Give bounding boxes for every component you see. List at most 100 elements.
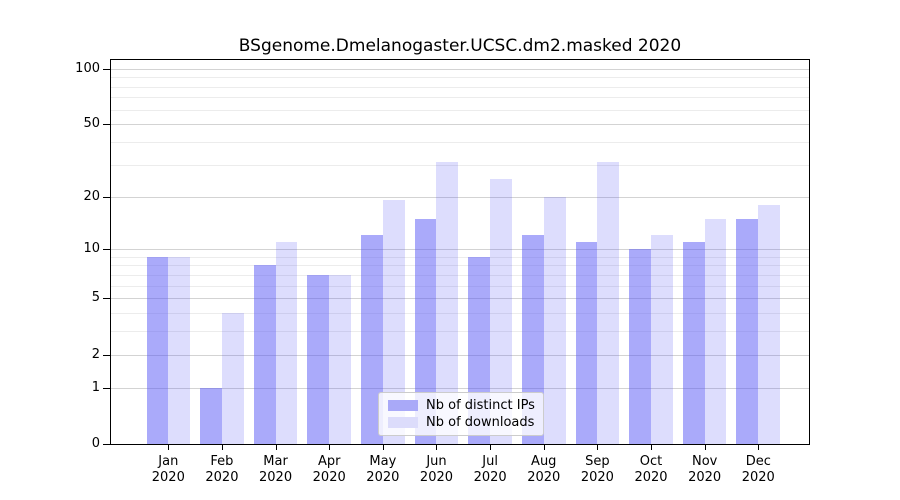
gridline-minor-40 <box>111 142 809 144</box>
y-tick-label-5: 5 <box>91 290 100 306</box>
x-tick-nov <box>704 445 706 450</box>
x-label-month: Jan <box>158 454 179 469</box>
x-tick-label-mar: Mar 2020 <box>244 454 308 486</box>
x-tick-label-jun: Jun 2020 <box>404 454 468 486</box>
bar-ips-apr <box>307 274 330 444</box>
x-label-month: Jul <box>482 454 498 469</box>
gridline-minor-60 <box>111 109 809 111</box>
x-label-month: Apr <box>317 454 341 469</box>
x-label-month: Feb <box>210 454 234 469</box>
bar-downloads-feb <box>221 313 244 444</box>
y-tick-label-10: 10 <box>83 241 100 257</box>
y-tick-label-100: 100 <box>75 60 100 76</box>
gridline-minor-30 <box>111 164 809 166</box>
bar-ips-feb <box>200 387 222 444</box>
x-tick-label-jan: Jan 2020 <box>136 454 200 486</box>
y-tick-label-0: 0 <box>91 436 100 451</box>
gridline-minor-6 <box>111 285 809 287</box>
y-tick-2 <box>103 354 110 356</box>
x-label-year: 2020 <box>473 470 507 485</box>
y-tick-100 <box>103 68 110 70</box>
x-tick-jan <box>168 445 170 450</box>
gridline-major-1 <box>111 387 809 389</box>
x-tick-label-oct: Oct 2020 <box>619 454 683 486</box>
y-tick-5 <box>103 298 110 300</box>
y-tick-0 <box>103 444 110 445</box>
bar-ips-dec <box>736 218 759 444</box>
legend-swatch-distinct-ips <box>388 400 418 411</box>
bar-ips-mar <box>253 265 276 444</box>
bar-downloads-nov <box>704 218 727 444</box>
gridline-minor-4 <box>111 313 809 315</box>
x-label-year: 2020 <box>527 470 561 485</box>
legend-swatch-downloads <box>388 417 418 428</box>
x-tick-label-sep: Sep 2020 <box>565 454 629 486</box>
legend-label-downloads: Nb of downloads <box>426 414 535 430</box>
y-tick-20 <box>103 196 110 198</box>
gridline-major-20 <box>111 196 809 198</box>
y-tick-10 <box>103 249 110 251</box>
x-tick-label-feb: Feb 2020 <box>190 454 254 486</box>
y-tick-label-1: 1 <box>91 379 100 395</box>
x-tick-sep <box>597 445 599 450</box>
bar-downloads-may <box>382 200 405 444</box>
x-label-year: 2020 <box>580 470 614 485</box>
x-label-year: 2020 <box>151 470 185 485</box>
bar-ips-may <box>361 235 383 444</box>
x-label-year: 2020 <box>419 470 454 485</box>
x-label-month: Mar <box>263 454 288 469</box>
y-tick-1 <box>103 387 110 389</box>
bar-downloads-dec <box>758 204 781 444</box>
bar-downloads-apr <box>329 274 351 444</box>
plot-area <box>110 59 810 445</box>
gridline-major-5 <box>111 298 809 300</box>
bar-downloads-oct <box>651 235 673 444</box>
gridline-major-50 <box>111 124 809 126</box>
y-tick-label-20: 20 <box>83 188 100 204</box>
x-label-month: Jun <box>426 454 447 469</box>
bar-ips-jun <box>414 218 437 444</box>
x-tick-feb <box>221 445 223 450</box>
bar-ips-oct <box>629 249 652 444</box>
y-tick-50 <box>103 124 110 126</box>
gridline-major-100 <box>111 68 809 70</box>
gridline-major-10 <box>111 249 809 251</box>
x-label-month: Nov <box>691 454 718 469</box>
x-label-year: 2020 <box>741 470 775 485</box>
y-tick-label-50: 50 <box>83 116 100 132</box>
x-tick-jun <box>436 445 438 450</box>
gridline-minor-90 <box>111 77 809 79</box>
bar-downloads-jun <box>436 162 459 444</box>
x-tick-mar <box>275 445 277 450</box>
y-tick-label-2: 2 <box>91 346 100 362</box>
bar-ips-aug <box>521 235 544 444</box>
bar-ips-sep <box>575 242 598 444</box>
bar-downloads-mar <box>275 242 298 444</box>
x-label-year: 2020 <box>312 470 346 485</box>
bar-ips-jan <box>146 256 169 444</box>
gridline-minor-9 <box>111 256 809 258</box>
x-label-year: 2020 <box>634 470 668 485</box>
x-tick-label-apr: Apr 2020 <box>297 454 361 486</box>
x-tick-may <box>382 445 384 450</box>
bar-downloads-jan <box>168 256 191 444</box>
legend-item-distinct-ips: Nb of distinct IPs <box>388 397 535 414</box>
x-tick-dec <box>758 445 760 450</box>
x-tick-label-dec: Dec 2020 <box>726 454 790 486</box>
bar-ips-nov <box>682 242 705 444</box>
x-tick-aug <box>543 445 545 450</box>
gridline-minor-70 <box>111 97 809 99</box>
x-tick-label-nov: Nov 2020 <box>673 454 737 486</box>
x-tick-label-aug: Aug 2020 <box>512 454 576 486</box>
x-label-year: 2020 <box>259 470 293 485</box>
gridline-minor-7 <box>111 274 809 276</box>
x-label-month: May <box>369 454 397 469</box>
x-tick-jul <box>490 445 492 450</box>
x-label-year: 2020 <box>205 470 239 485</box>
x-label-year: 2020 <box>688 470 722 485</box>
gridline-minor-3 <box>111 331 809 333</box>
legend-label-distinct-ips: Nb of distinct IPs <box>426 397 535 413</box>
x-tick-apr <box>329 445 331 450</box>
gridline-minor-8 <box>111 265 809 267</box>
